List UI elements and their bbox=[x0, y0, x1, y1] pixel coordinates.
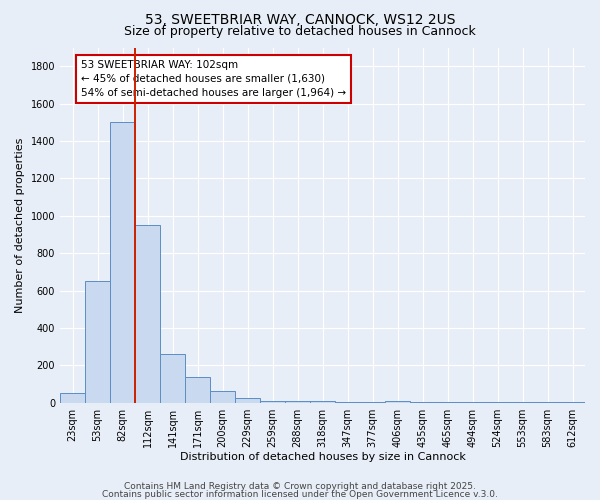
Bar bbox=[260, 401, 285, 402]
Bar bbox=[185, 378, 210, 402]
Bar bbox=[110, 122, 135, 402]
Bar bbox=[160, 354, 185, 403]
Text: 53 SWEETBRIAR WAY: 102sqm
← 45% of detached houses are smaller (1,630)
54% of se: 53 SWEETBRIAR WAY: 102sqm ← 45% of detac… bbox=[81, 60, 346, 98]
Bar bbox=[60, 394, 85, 402]
Text: Size of property relative to detached houses in Cannock: Size of property relative to detached ho… bbox=[124, 25, 476, 38]
Bar bbox=[210, 390, 235, 402]
Bar bbox=[285, 401, 310, 402]
Text: Contains public sector information licensed under the Open Government Licence v.: Contains public sector information licen… bbox=[102, 490, 498, 499]
X-axis label: Distribution of detached houses by size in Cannock: Distribution of detached houses by size … bbox=[179, 452, 466, 462]
Text: 53, SWEETBRIAR WAY, CANNOCK, WS12 2US: 53, SWEETBRIAR WAY, CANNOCK, WS12 2US bbox=[145, 12, 455, 26]
Text: Contains HM Land Registry data © Crown copyright and database right 2025.: Contains HM Land Registry data © Crown c… bbox=[124, 482, 476, 491]
Y-axis label: Number of detached properties: Number of detached properties bbox=[15, 138, 25, 313]
Bar bbox=[85, 281, 110, 402]
Bar bbox=[235, 398, 260, 402]
Bar bbox=[385, 401, 410, 402]
Bar bbox=[310, 401, 335, 402]
Bar bbox=[135, 225, 160, 402]
